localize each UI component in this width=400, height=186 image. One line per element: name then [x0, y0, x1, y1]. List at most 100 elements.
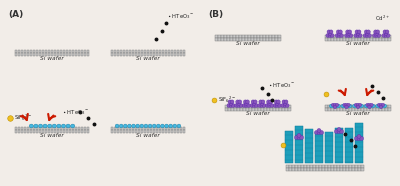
Bar	[78, 50, 80, 53]
Circle shape	[266, 100, 270, 104]
Bar	[364, 108, 367, 111]
Circle shape	[273, 104, 277, 107]
Bar	[278, 38, 281, 41]
Bar	[48, 50, 50, 53]
Bar	[248, 35, 251, 38]
Ellipse shape	[115, 124, 119, 128]
Circle shape	[366, 30, 370, 34]
Bar	[117, 130, 119, 133]
Bar	[63, 130, 65, 133]
Bar	[224, 35, 227, 38]
Ellipse shape	[160, 124, 164, 128]
Bar	[254, 35, 257, 38]
Bar	[257, 38, 260, 41]
Bar	[388, 35, 391, 38]
Bar	[153, 127, 155, 130]
Bar	[237, 105, 240, 108]
Bar	[123, 50, 125, 53]
Bar	[153, 53, 155, 56]
Bar	[325, 35, 328, 38]
Bar	[335, 128, 343, 163]
Ellipse shape	[341, 104, 346, 108]
Bar	[174, 53, 176, 56]
Bar	[275, 35, 278, 38]
Bar	[135, 127, 137, 130]
Bar	[364, 35, 367, 38]
Bar	[168, 130, 170, 133]
Bar	[358, 35, 361, 38]
Circle shape	[230, 100, 234, 104]
Bar	[15, 50, 17, 53]
Bar	[313, 168, 316, 171]
Circle shape	[228, 100, 232, 104]
Bar	[54, 53, 56, 56]
Bar	[147, 50, 149, 53]
Circle shape	[244, 100, 247, 104]
Circle shape	[274, 100, 278, 104]
Bar	[111, 53, 113, 56]
Bar	[141, 127, 143, 130]
Bar	[325, 108, 328, 111]
Bar	[352, 35, 355, 38]
Ellipse shape	[43, 124, 47, 128]
Text: (B): (B)	[208, 10, 223, 19]
Bar	[246, 105, 249, 108]
Bar	[224, 38, 227, 41]
Bar	[162, 53, 164, 56]
Bar	[126, 50, 128, 53]
Bar	[352, 165, 355, 168]
Bar	[42, 53, 44, 56]
Bar	[153, 130, 155, 133]
Bar	[382, 38, 385, 41]
Circle shape	[354, 103, 358, 107]
Bar	[272, 38, 275, 41]
Circle shape	[294, 135, 298, 140]
Bar	[273, 108, 276, 111]
Ellipse shape	[370, 104, 375, 108]
Circle shape	[346, 30, 350, 34]
Bar	[15, 130, 17, 133]
Bar	[257, 35, 260, 38]
Bar	[177, 127, 179, 130]
Text: Si wafer: Si wafer	[236, 41, 260, 46]
Bar	[331, 168, 334, 171]
Circle shape	[270, 104, 274, 107]
Bar	[355, 108, 358, 111]
Circle shape	[370, 103, 373, 107]
Bar	[370, 108, 373, 111]
Bar	[295, 165, 298, 168]
Bar	[276, 108, 279, 111]
Ellipse shape	[119, 124, 123, 128]
Bar	[171, 53, 173, 56]
Bar	[156, 50, 158, 53]
Bar	[126, 53, 128, 56]
Circle shape	[333, 105, 337, 109]
Bar	[156, 130, 158, 133]
Bar	[120, 130, 122, 133]
Bar	[385, 108, 388, 111]
Bar	[24, 53, 26, 56]
Bar	[279, 105, 282, 108]
Circle shape	[259, 100, 263, 104]
Text: SiF$_6$$^{2-}$: SiF$_6$$^{2-}$	[218, 95, 236, 105]
Bar	[282, 105, 285, 108]
Circle shape	[328, 34, 332, 37]
Bar	[174, 130, 176, 133]
Circle shape	[379, 103, 383, 107]
Bar	[367, 35, 370, 38]
Bar	[45, 53, 47, 56]
Bar	[358, 168, 361, 171]
Bar	[346, 165, 349, 168]
Bar	[255, 105, 258, 108]
Bar	[227, 38, 230, 41]
Bar	[352, 108, 355, 111]
Bar	[24, 130, 26, 133]
Ellipse shape	[66, 124, 70, 128]
Bar	[263, 38, 266, 41]
Bar	[270, 108, 273, 111]
Circle shape	[382, 34, 386, 37]
Circle shape	[377, 34, 381, 37]
Bar	[144, 127, 146, 130]
Bar	[227, 35, 230, 38]
Bar	[252, 105, 255, 108]
